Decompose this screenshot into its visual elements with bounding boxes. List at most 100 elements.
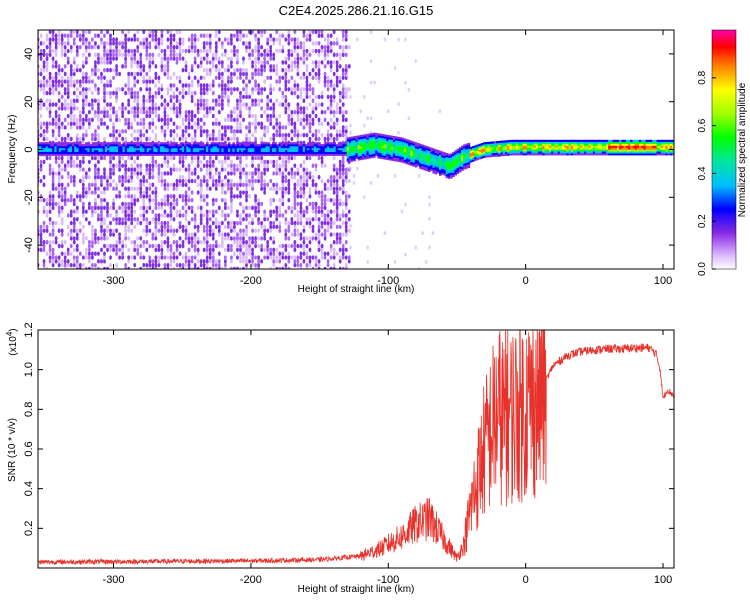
spectrogram-noise-cell	[248, 240, 251, 245]
spectrogram-noise-cell	[60, 259, 64, 264]
spectrogram-noise-cell	[263, 167, 267, 172]
spectrogram-noise-cell	[299, 251, 303, 256]
spectrogram-noise-cell	[172, 52, 176, 58]
spectrogram-ridge-cell	[197, 142, 200, 145]
spectrogram-ridge-cell	[137, 151, 141, 154]
spectrogram-noise-cell	[75, 45, 79, 50]
spectrogram-noise-cell	[157, 178, 161, 184]
spectrogram-noise-cell	[81, 98, 85, 103]
spectrogram-noise-cell	[148, 110, 152, 115]
spectrogram-noise-cell	[145, 232, 149, 237]
spectrogram-noise-cell	[57, 37, 61, 42]
spectrogram-noise-cell	[317, 155, 321, 161]
spectrogram-noise-cell	[175, 41, 179, 46]
spectrogram-noise-cell	[130, 37, 134, 42]
spectrogram-ridge-cell	[208, 153, 211, 156]
spectrogram-ridge-cell	[291, 146, 295, 149]
spectrogram-noise-cell	[109, 94, 112, 100]
spectrogram-noise-cell	[326, 224, 330, 230]
spectrogram-noise-cell	[257, 167, 261, 172]
spectrogram-noise-cell	[329, 125, 333, 130]
spectrogram-noise-cell	[205, 98, 209, 103]
spectrogram-noise-cell	[145, 220, 149, 226]
spectrogram-ridge-cell	[219, 151, 222, 154]
spectrogram-ridge-cell	[234, 146, 238, 149]
spectrogram-noise-cell	[341, 52, 345, 58]
spectrogram-noise-cell	[148, 201, 152, 207]
spectrogram-ridge-cell	[133, 142, 137, 145]
spectrogram-noise-cell	[42, 102, 46, 107]
spectrogram-noise-cell	[311, 163, 315, 168]
spectrogram-ridge-cell	[131, 147, 134, 151]
spectrogram-noise-cell	[106, 247, 109, 253]
spectrogram-ridge-cell	[129, 147, 132, 151]
spectrogram-noise-cell	[263, 209, 267, 214]
spectrogram-noise-cell	[45, 56, 49, 61]
spectrogram-noise-cell	[296, 87, 300, 92]
spectrogram-noise-cell	[428, 216, 431, 221]
spectrogram-ridge-cell	[249, 147, 253, 151]
spectrogram-noise-cell	[169, 52, 173, 58]
spectrogram-ridge-cell	[375, 138, 378, 141]
spectrogram-ridge-cell	[355, 143, 359, 146]
spectrogram-noise-cell	[100, 236, 103, 241]
spectrogram-noise-cell	[196, 102, 200, 107]
spectrogram-noise-cell	[320, 159, 324, 165]
spectrogram-noise-cell	[54, 75, 58, 81]
spectrogram-noise-cell	[169, 247, 173, 253]
spectrogram-noise-cell	[257, 217, 261, 222]
spectrogram-noise-cell	[78, 79, 82, 84]
spectrogram-noise-cell	[296, 182, 300, 188]
spectrogram-ridge-cell	[67, 153, 71, 156]
spectrogram-ridge-cell	[199, 142, 203, 145]
spectrogram-noise-cell	[314, 129, 318, 134]
spectrogram-ridge-cell	[133, 153, 137, 156]
spectrogram-ridge-cell	[243, 149, 246, 153]
spectrogram-noise-cell	[329, 247, 333, 253]
spectrogram-ridge-cell	[177, 151, 181, 154]
spectrogram-noise-cell	[94, 205, 97, 211]
spectrogram-noise-cell	[220, 64, 224, 69]
spectrogram-noise-cell	[269, 113, 273, 119]
spectrogram-noise-cell	[169, 201, 173, 207]
spectrogram-noise-cell	[154, 64, 158, 69]
spectrogram-noise-cell	[133, 186, 137, 191]
spectrogram-ridge-cell	[388, 140, 392, 144]
spectrogram-noise-cell	[154, 190, 158, 195]
spectrogram-ridge-cell	[390, 152, 394, 156]
spectrogram-noise-cell	[42, 90, 46, 96]
spectrogram-noise-cell	[248, 136, 251, 142]
spectrogram-noise-cell	[181, 178, 185, 184]
spectrogram-noise-cell	[214, 102, 218, 107]
spectrogram-ridge-cell	[346, 137, 350, 140]
spectrogram-ridge-cell	[197, 146, 200, 149]
spectrogram-noise-cell	[60, 209, 64, 214]
spectrogram-noise-cell	[260, 121, 264, 126]
spectrogram-noise-cell	[63, 125, 67, 130]
spectrogram-ridge-cell	[359, 154, 363, 157]
spectrogram-noise-cell	[239, 30, 242, 35]
spectrogram-noise-cell	[293, 213, 297, 218]
spectrogram-ridge-cell	[170, 153, 174, 156]
spectrogram-noise-cell	[226, 113, 230, 119]
spectrogram-ridge-cell	[85, 153, 88, 156]
spectrogram-ridge-cell	[298, 146, 301, 149]
spectrogram-ridge-cell	[329, 149, 332, 153]
spectrogram-noise-cell	[187, 259, 191, 264]
spectrogram-ridge-cell	[203, 151, 207, 154]
spectrogram-noise-cell	[254, 209, 257, 214]
spectrogram-noise-cell	[269, 87, 273, 92]
spectrogram-noise-cell	[311, 228, 315, 233]
spectrogram-ridge-cell	[208, 147, 211, 151]
spectrogram-noise-cell	[97, 87, 100, 92]
spectrogram-noise-cell	[69, 67, 73, 73]
spectrogram-ridge-cell	[201, 142, 205, 145]
spectrogram-noise-cell	[142, 106, 146, 111]
spectrogram-noise-cell	[196, 52, 200, 58]
spectrogram-ridge-cell	[381, 136, 385, 139]
spectrogram-noise-cell	[305, 155, 309, 161]
spectrogram-noise-cell	[148, 75, 152, 81]
spectrogram-noise-cell	[281, 243, 285, 249]
spectrogram-noise-cell	[48, 201, 52, 207]
spectrogram-noise-cell	[290, 75, 294, 81]
